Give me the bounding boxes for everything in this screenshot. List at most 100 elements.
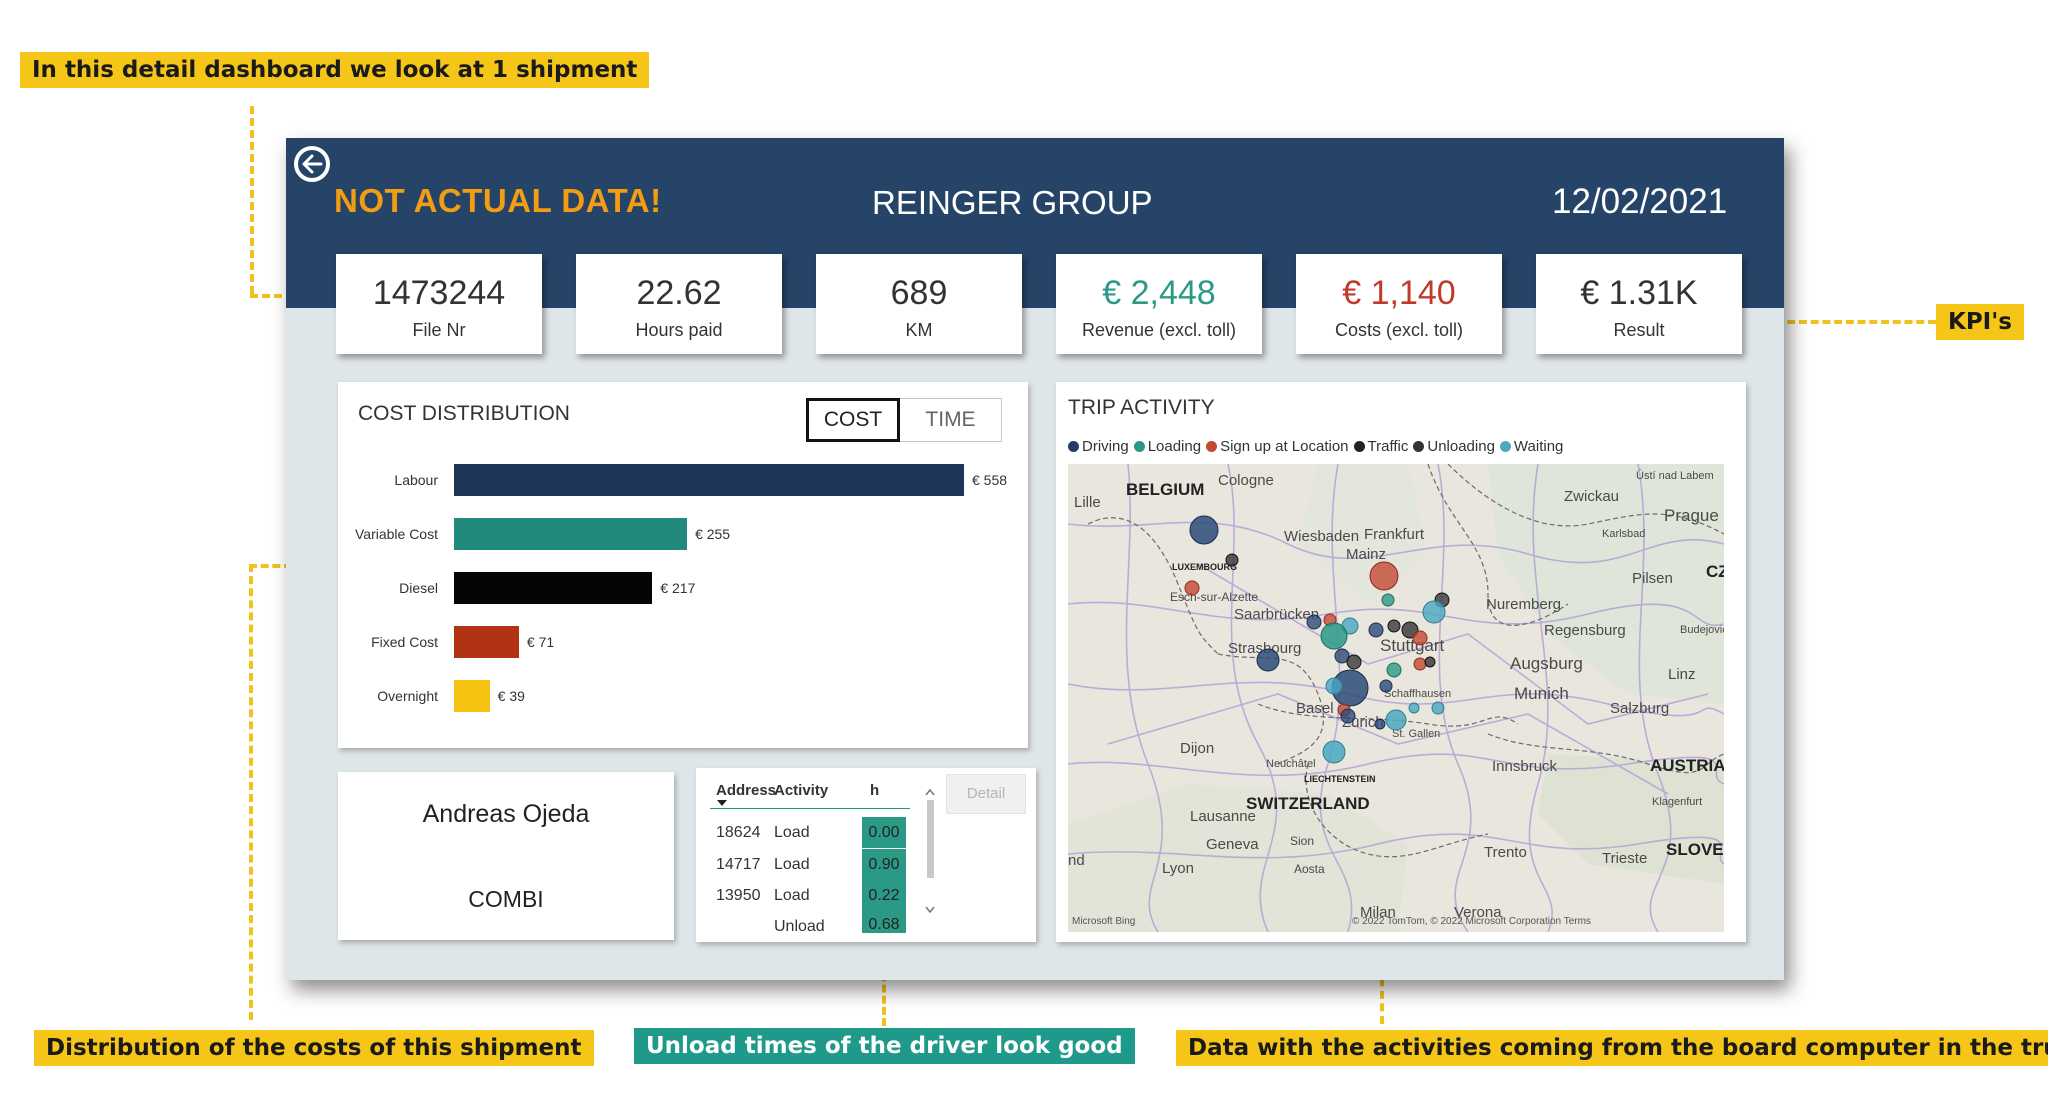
bubble-waiting[interactable] (1422, 600, 1446, 624)
column-header-address[interactable]: Address (716, 782, 777, 799)
bar-value-labour: € 558 (972, 472, 1008, 488)
back-button[interactable] (294, 146, 330, 182)
map-label-country: SLOVEN (1666, 840, 1724, 859)
bubble-unloading[interactable] (1387, 619, 1401, 633)
bar-value-fixed-cost: € 71 (526, 634, 555, 650)
cell-activity: Load (774, 887, 810, 904)
map-label-city: Linz (1668, 666, 1696, 683)
legend-dot-icon (1353, 441, 1365, 452)
activity-bubbles (1184, 515, 1450, 764)
bar-label-labour: Labour (394, 472, 438, 488)
map-label-city: Trieste (1602, 850, 1648, 867)
cell-activity: Unload (774, 918, 825, 935)
bubble-loading[interactable] (1381, 593, 1395, 607)
legend-item-loading[interactable]: Loading (1133, 438, 1201, 455)
legend-item-driving[interactable]: Driving (1068, 438, 1129, 455)
bubble-driving[interactable] (1368, 622, 1384, 638)
bubble-sign-up[interactable] (1412, 630, 1428, 646)
bubble-driving[interactable] (1256, 648, 1280, 672)
map-label-city: Basel (1296, 700, 1334, 717)
bubble-driving[interactable] (1374, 718, 1386, 730)
bubble-sign-up[interactable] (1369, 561, 1399, 591)
bar-value-variable-cost: € 255 (695, 526, 731, 542)
map-label-city: Lille (1074, 494, 1101, 511)
bubble-driving[interactable] (1379, 679, 1393, 693)
bubble-driving[interactable] (1306, 614, 1322, 630)
connector-top (250, 106, 254, 294)
cell-activity: Load (774, 856, 810, 873)
legend-dot-icon (1499, 441, 1511, 452)
bubble-waiting[interactable] (1385, 709, 1407, 731)
map-label-city: Klagenfurt (1652, 796, 1703, 808)
legend-label: Traffic (1367, 438, 1409, 455)
kpi-label: Hours paid (635, 320, 723, 340)
bubble-unloading[interactable] (1346, 654, 1362, 670)
company-name: REINGER GROUP (872, 184, 1153, 221)
map-label-city: Mainz (1346, 546, 1387, 563)
cell-hours: 0.90 (862, 849, 906, 880)
bubble-driving[interactable] (1334, 648, 1350, 664)
cost-distribution-panel: COST DISTRIBUTION COST TIME Labour € 558 V… (338, 382, 1028, 748)
bubble-sign-up[interactable] (1413, 657, 1427, 671)
toggle-cost-button[interactable]: COST (806, 398, 900, 442)
bubble-waiting[interactable] (1322, 740, 1346, 764)
map-label-city: Salzburg (1610, 700, 1670, 717)
callout-detail-dashboard: In this detail dashboard we look at 1 sh… (20, 52, 650, 88)
bubble-traffic[interactable] (1424, 656, 1436, 668)
bubble-loading[interactable] (1320, 622, 1348, 650)
legend-item-sign-up-at-location[interactable]: Sign up at Location (1206, 438, 1349, 455)
bar-fixed-cost[interactable] (454, 626, 519, 658)
legend-dot-icon (1133, 441, 1145, 452)
map-label-city: Milan (1360, 904, 1396, 921)
bar-labour[interactable] (454, 464, 964, 496)
column-header-h[interactable]: h (870, 782, 880, 799)
legend-item-waiting[interactable]: Waiting (1499, 438, 1563, 455)
cost-time-toggle: COST TIME (806, 398, 1002, 442)
kpi-costs: € 1,140 Costs (excl. toll) (1296, 254, 1502, 354)
column-header-activity[interactable]: Activity (774, 782, 829, 799)
legend-item-traffic[interactable]: Traffic (1353, 438, 1409, 455)
legend-dot-icon (1413, 441, 1425, 452)
legend-label: Sign up at Location (1220, 438, 1349, 455)
table-header-divider (710, 808, 910, 809)
map-label-country: SWITZERLAND (1246, 794, 1370, 813)
cell-activity: Load (774, 824, 810, 841)
bubble-sign-up[interactable] (1184, 580, 1200, 596)
kpi-revenue: € 2,448 Revenue (excl. toll) (1056, 254, 1262, 354)
connector-unload (882, 940, 886, 1026)
bubble-loading[interactable] (1386, 662, 1402, 678)
legend-item-unloading[interactable]: Unloading (1413, 438, 1495, 455)
map-label-city: Augsburg (1510, 654, 1583, 673)
shipment-date: 12/02/2021 (1552, 182, 1728, 221)
map-label-city: Budejovice (1680, 624, 1724, 636)
bar-variable-cost[interactable] (454, 518, 688, 550)
trip-map[interactable]: BELGIUM LUXEMBOURG SWITZERLAND LIECHTENS… (1068, 464, 1724, 932)
bar-diesel[interactable] (454, 572, 653, 604)
map-label-city: nd (1068, 852, 1085, 869)
activities-table-panel: Address Activity h 18624 Load 0.00 14717… (696, 768, 1036, 942)
bar-value-overnight: € 39 (497, 688, 525, 704)
kpi-label: Costs (excl. toll) (1334, 320, 1464, 340)
warning-label: NOT ACTUAL DATA! (334, 182, 662, 219)
bubble-waiting[interactable] (1325, 677, 1343, 695)
toggle-time-button[interactable]: TIME (900, 398, 1002, 442)
map-label-city: Trento (1484, 844, 1527, 861)
bubble-waiting[interactable] (1408, 702, 1420, 714)
kpi-value: 22.62 (636, 274, 722, 312)
scrollbar-thumb[interactable] (927, 800, 934, 878)
map-label-city: Verona (1454, 904, 1502, 921)
bubble-traffic[interactable] (1225, 553, 1239, 567)
map-label-city: Munich (1514, 684, 1569, 703)
callout-kpis: KPI's (1936, 304, 2024, 340)
map-label-city: Aosta (1294, 862, 1325, 876)
map-label-city: Saarbrücken (1234, 606, 1320, 623)
bar-overnight[interactable] (454, 680, 490, 712)
bubble-driving[interactable] (1340, 708, 1356, 724)
back-arrow-icon (302, 154, 323, 174)
bubble-driving[interactable] (1189, 515, 1219, 545)
detail-button[interactable]: Detail (946, 774, 1026, 814)
map-label-city: Karlsbad (1602, 528, 1646, 540)
table-scrollbar[interactable] (925, 788, 935, 918)
map-label-city: Innsbruck (1492, 758, 1558, 775)
bubble-waiting[interactable] (1431, 701, 1445, 715)
